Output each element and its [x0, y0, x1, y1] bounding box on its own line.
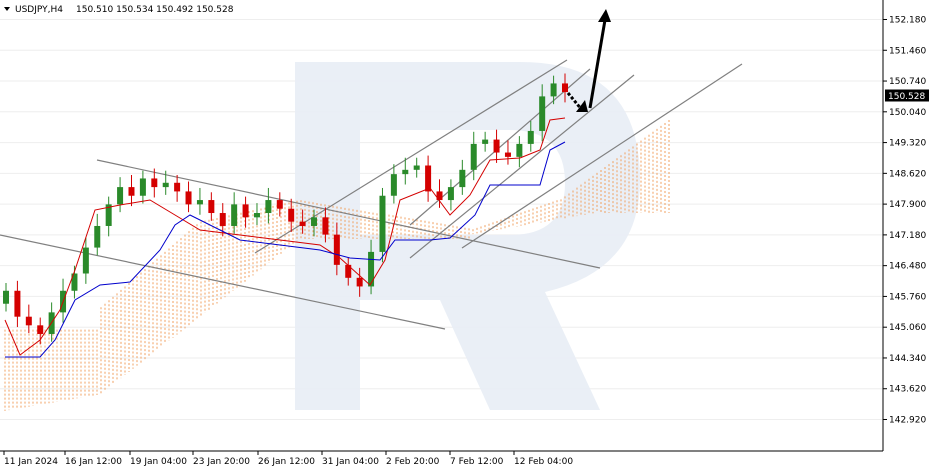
candle-body	[105, 204, 112, 226]
current-price-label: 150.528	[888, 92, 925, 102]
candle-body	[25, 316, 32, 326]
candle-body	[174, 182, 181, 192]
x-tick-label: 26 Jan 12:00	[258, 457, 315, 467]
trend-line	[409, 74, 635, 259]
candle-body	[493, 139, 500, 153]
trend-line	[461, 63, 743, 249]
trend-line	[96, 159, 601, 269]
ichimoku-lines	[4, 117, 566, 358]
y-tick-label: 150.740	[889, 77, 926, 87]
candle-body	[288, 208, 295, 222]
candle-body	[368, 251, 375, 287]
y-tick-label: 144.340	[889, 354, 926, 364]
candle-body	[253, 213, 260, 218]
candle-body	[196, 200, 203, 205]
y-tick-label: 146.480	[889, 262, 926, 272]
x-tick-label: 7 Feb 12:00	[450, 457, 504, 467]
forecast-arrow-icon	[588, 19, 607, 109]
candle-body	[3, 290, 9, 304]
candle-body	[539, 96, 546, 131]
candle-body	[390, 174, 397, 196]
watermark-letter	[295, 62, 640, 410]
x-tick-label: 19 Jan 04:00	[130, 457, 187, 467]
y-tick-label: 147.900	[889, 200, 926, 210]
y-tick-label: 142.920	[889, 416, 926, 426]
trend-line	[254, 59, 568, 254]
y-tick-label: 147.180	[889, 231, 926, 241]
candle-body	[459, 169, 466, 188]
trend-channels	[0, 59, 743, 330]
candle-body	[276, 200, 283, 209]
candle-body	[71, 273, 78, 291]
ichimoku-cloud	[4, 120, 670, 411]
candle-body	[162, 182, 169, 188]
symbol-label: USDJPY,H4	[15, 5, 63, 15]
x-tick-label: 31 Jan 04:00	[322, 457, 379, 467]
y-tick-label: 149.320	[889, 139, 926, 149]
y-tick-label: 150.040	[889, 108, 926, 118]
candle-body	[356, 277, 363, 287]
forecast-arrows	[566, 9, 611, 112]
candle-body	[37, 325, 44, 334]
candle-body	[299, 221, 306, 226]
x-tick-label: 23 Jan 20:00	[193, 457, 250, 467]
candle-body	[139, 178, 146, 196]
y-axis: 152.180 151.460 150.740 150.040 149.320 148.6…	[883, 16, 926, 426]
candle-body	[516, 143, 523, 157]
x-tick-label: 11 Jan 2024	[4, 457, 58, 467]
candle-body	[185, 191, 192, 205]
candle-body	[322, 217, 329, 235]
trend-line	[0, 234, 446, 330]
y-tick-label: 143.620	[889, 385, 926, 395]
candle-body	[470, 143, 477, 170]
candle-body	[402, 169, 409, 175]
y-tick-label: 148.620	[889, 169, 926, 179]
candle-body	[550, 83, 557, 97]
candles	[3, 73, 568, 345]
candle-body	[482, 139, 489, 144]
candle-body	[333, 234, 340, 265]
candle-body	[265, 200, 272, 214]
dropdown-triangle-icon[interactable]	[4, 7, 10, 11]
candle-body	[562, 83, 568, 93]
candle-body	[436, 191, 443, 201]
candle-body	[504, 152, 511, 157]
candle-body	[151, 178, 158, 188]
broker-watermark	[295, 62, 640, 410]
x-axis: 11 Jan 2024 16 Jan 12:00 19 Jan 04:00 23 Ja…	[3, 451, 573, 467]
candle-body	[94, 225, 101, 248]
candle-body	[231, 204, 238, 226]
y-tick-label: 145.760	[889, 292, 926, 302]
candle-body	[14, 290, 21, 317]
y-tick-label: 145.060	[889, 323, 926, 333]
ohlc-values: 150.510 150.534 150.492 150.528	[76, 5, 234, 15]
forecast-arrow-head	[576, 100, 588, 112]
candle-body	[128, 187, 135, 196]
candle-body	[82, 247, 89, 274]
forecast-arrow-icon	[566, 92, 584, 111]
kijun-line	[5, 141, 566, 358]
candle-body	[413, 165, 420, 170]
candle-body	[208, 200, 215, 214]
tenkan-line	[4, 117, 566, 356]
candle-body	[527, 130, 534, 144]
candle-body	[242, 204, 249, 218]
candle-body	[117, 187, 124, 205]
current-price-tag	[885, 89, 929, 102]
x-tick-label: 12 Feb 04:00	[514, 457, 573, 467]
y-tick-label: 151.460	[889, 46, 926, 56]
candle-body	[345, 264, 352, 278]
candle-body	[447, 187, 454, 201]
candle-body	[311, 217, 318, 226]
candle-body	[379, 195, 386, 252]
candle-body	[219, 213, 226, 226]
candle-body	[425, 165, 432, 192]
forecast-arrow-head	[598, 9, 611, 22]
x-tick-label: 16 Jan 12:00	[65, 457, 122, 467]
x-tick-label: 2 Feb 20:00	[386, 457, 440, 467]
y-tick-label: 152.180	[889, 16, 926, 26]
